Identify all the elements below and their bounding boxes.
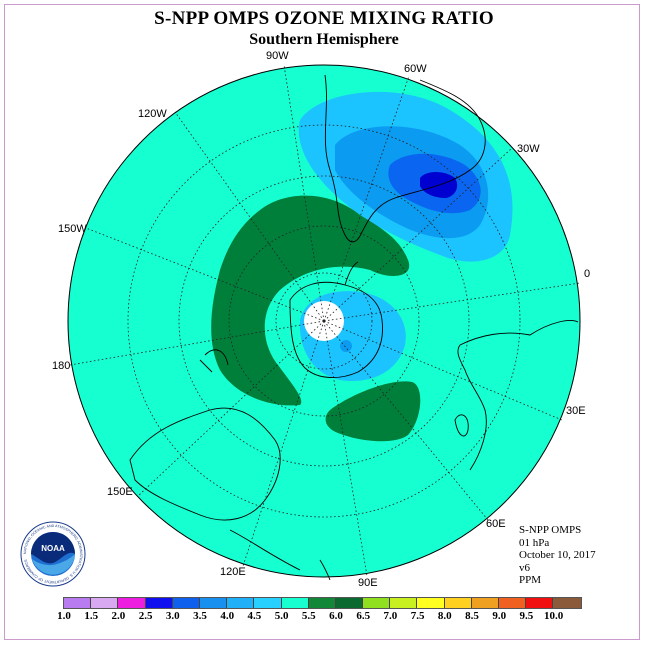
colorbar-tick-label: 1.0 — [57, 610, 71, 622]
colorbar-tick-label: 2.5 — [138, 610, 153, 622]
coast-antarctic-peninsula — [344, 261, 359, 286]
info-instrument: S-NPP OMPS — [519, 524, 582, 536]
colorbar-tick-label: 7.5 — [410, 610, 425, 622]
colorbar-tick-label: 10.0 — [543, 610, 564, 622]
colorbar-tick-label: 4.0 — [220, 610, 235, 622]
colorbar-swatch — [281, 598, 309, 608]
noaa-logo: NOAA NATIONAL OCEANIC AND ATMOSPHERIC AD… — [20, 521, 86, 587]
colorbar-swatch — [145, 598, 173, 608]
lon-label-0: 0 — [584, 268, 591, 280]
colorbar — [63, 597, 582, 609]
info-date: October 10, 2017 — [519, 549, 596, 561]
colorbar-swatch — [526, 598, 554, 608]
colorbar-swatch — [553, 598, 581, 608]
colorbar-swatch — [499, 598, 527, 608]
colorbar-tick-label: 9.5 — [519, 610, 534, 622]
colorbar-swatch — [335, 598, 364, 608]
colorbar-swatch — [64, 598, 92, 608]
lon-label-30w: 30W — [517, 143, 540, 155]
map-title: S-NPP OMPS OZONE MIXING RATIO — [154, 8, 494, 29]
lon-label-60w: 60W — [404, 63, 427, 75]
noaa-logo-text: NOAA — [41, 544, 65, 553]
colorbar-swatch — [363, 598, 391, 608]
lon-label-180: 180 — [52, 360, 71, 372]
lon-label-120e: 120E — [220, 566, 246, 578]
coast-africa — [457, 320, 579, 471]
coast-antarctica — [289, 281, 383, 378]
colorbar-tick-label: 4.5 — [247, 610, 262, 622]
ozone-contour-5.5-east — [325, 381, 421, 442]
colorbar-tick-label: 8.0 — [437, 610, 452, 622]
coast-new-zealand — [199, 349, 229, 373]
info-version: v6 — [519, 561, 530, 574]
coast-indonesia — [229, 529, 331, 581]
lon-label-150e: 150E — [107, 486, 133, 498]
coast-south-america — [324, 74, 486, 243]
colorbar-tick-label: 2.0 — [111, 610, 126, 622]
colorbar-tick-label: 8.5 — [465, 610, 479, 622]
colorbar-swatch — [308, 598, 336, 608]
ozone-polar-minimum — [340, 340, 352, 352]
info-units: PPM — [519, 574, 542, 586]
ozone-contour-5.5-ring — [211, 195, 410, 406]
colorbar-tick-label: 5.5 — [301, 610, 316, 622]
coast-australia — [129, 407, 281, 521]
lon-label-90w: 90W — [266, 50, 289, 62]
info-level: 01 hPa — [519, 536, 550, 549]
lon-label-90e: 90E — [358, 577, 378, 589]
colorbar-tick-label: 9.0 — [492, 610, 507, 622]
colorbar-tick-label: 5.0 — [274, 610, 289, 622]
colorbar-swatch — [417, 598, 445, 608]
colorbar-swatch — [390, 598, 418, 608]
info-block: S-NPP OMPS 01 hPa October 10, 2017 v6 PP… — [519, 524, 596, 587]
coast-madagascar — [454, 414, 469, 437]
colorbar-tick-label: 1.5 — [84, 610, 99, 622]
colorbar-swatch — [471, 598, 499, 608]
colorbar-tick-label: 6.0 — [329, 610, 343, 622]
colorbar-ticks: 1.0 1.5 2.0 2.5 3.0 3.5 4.0 4.5 5.0 5.5 6.0 6.5 7.0 7… — [0, 610, 648, 624]
colorbar-tick-label: 7.0 — [383, 610, 398, 622]
colorbar-swatch — [199, 598, 228, 608]
colorbar-swatch — [172, 598, 200, 608]
colorbar-swatch — [227, 598, 255, 608]
lon-label-150w: 150W — [58, 223, 87, 235]
colorbar-tick-label: 6.5 — [356, 610, 371, 622]
colorbar-swatch — [254, 598, 282, 608]
colorbar-swatch — [91, 598, 119, 608]
lon-label-120w: 120W — [138, 108, 167, 120]
colorbar-swatch — [118, 598, 146, 608]
lon-label-60e: 60E — [486, 518, 506, 530]
colorbar-tick-label: 3.5 — [193, 610, 207, 622]
colorbar-swatch — [444, 598, 472, 608]
map-subtitle: Southern Hemisphere — [249, 31, 399, 48]
lon-label-30e: 30E — [566, 405, 586, 417]
colorbar-tick-label: 3.0 — [165, 610, 180, 622]
image-frame — [4, 4, 640, 640]
